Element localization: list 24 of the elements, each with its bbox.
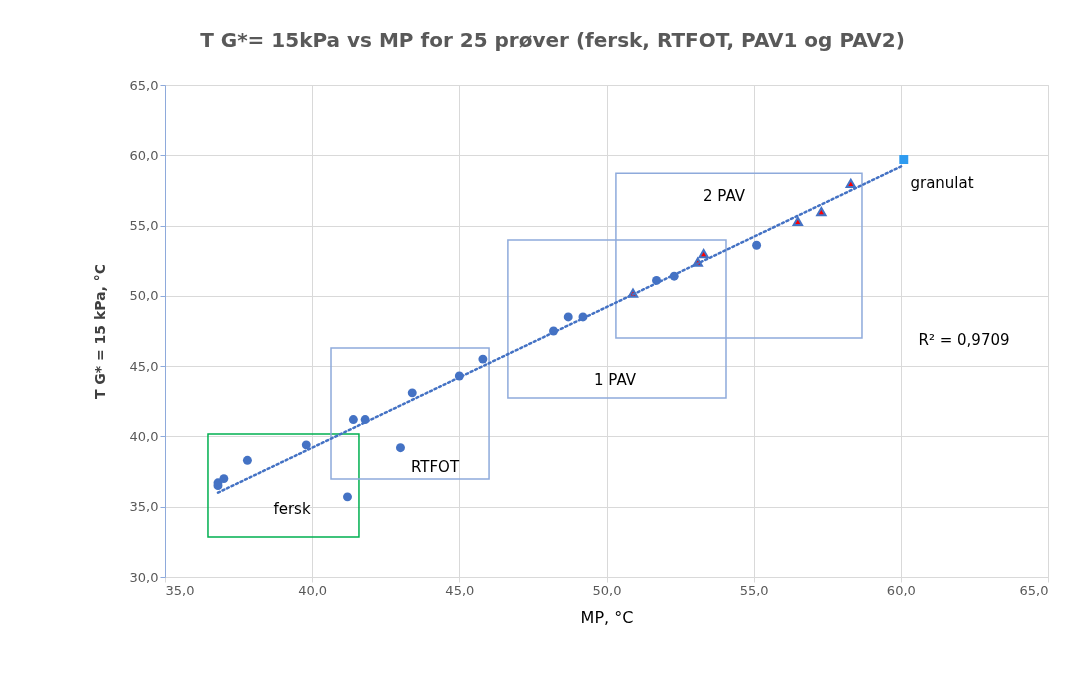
chart-title: T G*= 15kPa vs MP for 25 prøver (fersk, RTFOT, PAV1 og PAV2) [200, 28, 905, 52]
x-tick-label: 55,0 [739, 582, 769, 598]
annotation: fersk [273, 500, 311, 518]
x-axis-title: MP, °C [580, 607, 634, 627]
y-tick-label: 50,0 [129, 288, 159, 304]
annotation: 2 PAV [703, 187, 746, 205]
y-tick-label: 65,0 [129, 77, 159, 93]
y-tick-label: 30,0 [129, 569, 159, 585]
y-tick-label: 35,0 [129, 499, 159, 515]
y-tick-label: 45,0 [129, 358, 159, 374]
x-tick-label: 35,0 [165, 582, 195, 598]
annotation: R² = 0,9709 [918, 331, 1010, 349]
x-tick-label: 40,0 [298, 582, 328, 598]
x-tick-label: 65,0 [1019, 582, 1049, 598]
x-tick-label: 45,0 [445, 582, 475, 598]
x-tick-label: 50,0 [592, 582, 622, 598]
annotation: granulat [910, 174, 974, 192]
y-tick-label: 60,0 [129, 147, 159, 163]
y-tick-label: 40,0 [129, 428, 159, 444]
annotation: 1 PAV [594, 371, 637, 389]
x-tick-label: 60,0 [886, 582, 916, 598]
annotation: RTFOT [410, 458, 460, 476]
y-axis-title: T G* = 15 kPa, °C [91, 263, 108, 400]
y-tick-label: 55,0 [129, 218, 159, 234]
